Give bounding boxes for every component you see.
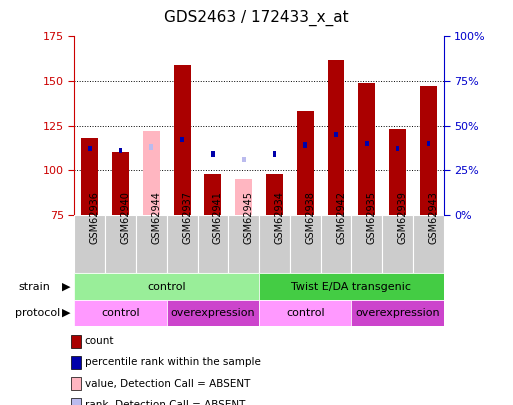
Bar [173, 65, 190, 215]
Bar [235, 179, 252, 215]
Text: overexpression: overexpression [356, 308, 440, 318]
Text: percentile rank within the sample: percentile rank within the sample [85, 358, 261, 367]
Bar [327, 60, 344, 215]
Text: ▶: ▶ [62, 308, 70, 318]
Bar [259, 215, 290, 273]
Bar [290, 215, 321, 273]
Text: GSM62935: GSM62935 [367, 191, 377, 244]
Bar [167, 215, 198, 273]
Bar [70, 356, 81, 369]
Bar [143, 131, 160, 215]
Bar [413, 215, 444, 273]
Bar [88, 146, 92, 151]
Bar [389, 129, 406, 215]
Bar [211, 151, 215, 157]
Bar [136, 215, 167, 273]
Bar [396, 146, 400, 151]
Text: value, Detection Call = ABSENT: value, Detection Call = ABSENT [85, 379, 250, 388]
Bar [259, 300, 351, 326]
Text: GSM62934: GSM62934 [274, 191, 284, 244]
Bar [297, 111, 313, 215]
Bar [426, 141, 430, 146]
Text: control: control [147, 281, 186, 292]
Bar [70, 335, 81, 347]
Bar [74, 215, 105, 273]
Bar [70, 377, 81, 390]
Bar [167, 300, 259, 326]
Text: GSM62941: GSM62941 [213, 191, 223, 244]
Bar [105, 215, 136, 273]
Text: strain: strain [18, 281, 50, 292]
Text: GSM62937: GSM62937 [182, 191, 192, 244]
Text: GSM62942: GSM62942 [336, 191, 346, 244]
Text: control: control [101, 308, 140, 318]
Text: Twist E/DA transgenic: Twist E/DA transgenic [291, 281, 411, 292]
Text: GSM62940: GSM62940 [121, 191, 130, 244]
Bar [382, 215, 413, 273]
Text: GSM62943: GSM62943 [428, 191, 438, 244]
Bar [70, 399, 81, 405]
Bar [112, 152, 129, 215]
Text: control: control [286, 308, 325, 318]
Bar [272, 151, 277, 157]
Bar [420, 86, 437, 215]
Bar [365, 141, 369, 146]
Bar [242, 157, 246, 162]
Bar [228, 215, 259, 273]
Text: GSM62936: GSM62936 [90, 191, 100, 244]
Text: protocol: protocol [15, 308, 61, 318]
Bar [74, 300, 167, 326]
Bar [351, 300, 444, 326]
Text: GDS2463 / 172433_x_at: GDS2463 / 172433_x_at [164, 10, 349, 26]
Bar [358, 83, 375, 215]
Bar [81, 138, 98, 215]
Text: ▶: ▶ [62, 281, 70, 292]
Bar [303, 143, 307, 148]
Bar [259, 273, 444, 300]
Bar [334, 132, 338, 137]
Bar [351, 215, 382, 273]
Text: GSM62938: GSM62938 [305, 191, 315, 244]
Text: GSM62945: GSM62945 [244, 191, 253, 244]
Bar [266, 174, 283, 215]
Bar [242, 157, 246, 162]
Text: GSM62944: GSM62944 [151, 191, 161, 244]
Bar [74, 273, 259, 300]
Bar [149, 144, 153, 149]
Bar [119, 148, 123, 153]
Bar [204, 174, 222, 215]
Text: overexpression: overexpression [171, 308, 255, 318]
Text: GSM62939: GSM62939 [398, 191, 407, 244]
Bar [180, 137, 184, 143]
Text: count: count [85, 337, 114, 346]
Bar [321, 215, 351, 273]
Text: rank, Detection Call = ABSENT: rank, Detection Call = ABSENT [85, 400, 245, 405]
Bar [198, 215, 228, 273]
